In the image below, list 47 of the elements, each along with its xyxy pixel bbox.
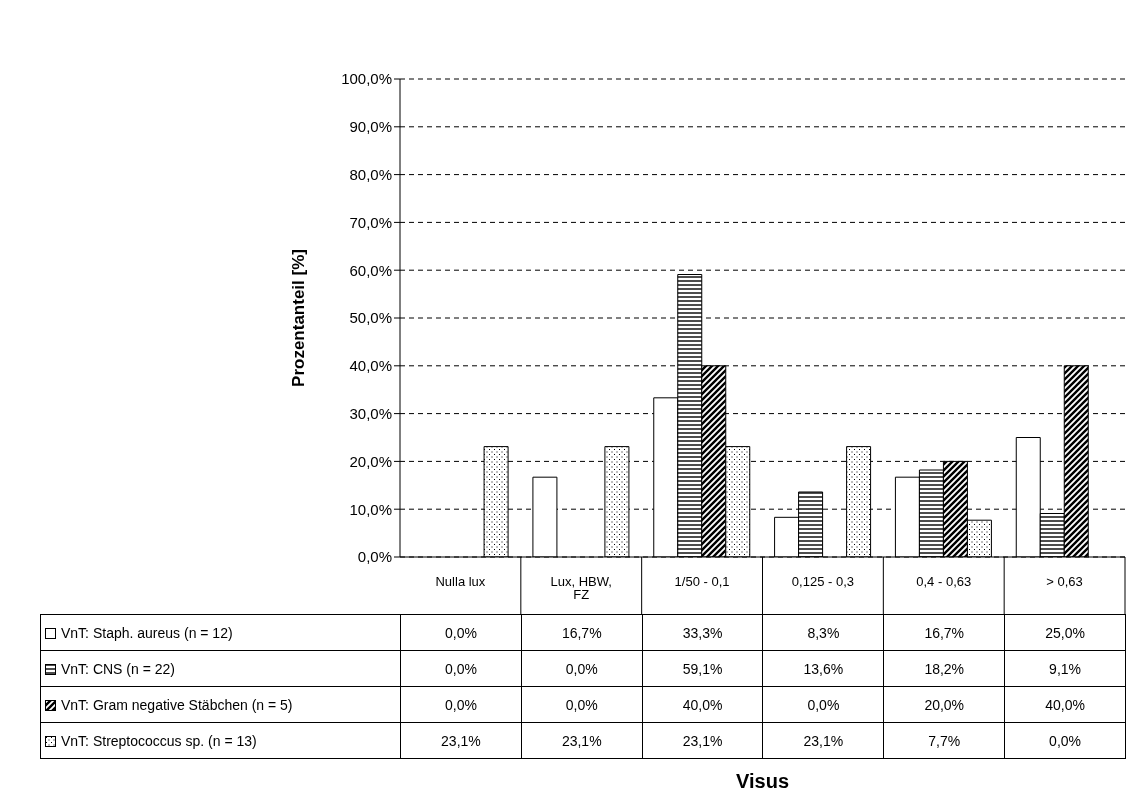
text: Visus xyxy=(735,770,790,793)
x-tick-label: 1/50 - 0,1 xyxy=(674,574,730,590)
data-label: 59,1% xyxy=(642,650,763,687)
y-tick-label: 80,0% xyxy=(349,165,392,183)
data-label: 0,0% xyxy=(400,614,522,651)
x-tick-label: 0,125 - 0,3 xyxy=(791,574,854,590)
data-label: 13,6% xyxy=(762,650,884,687)
data-label: 23,1% xyxy=(521,722,643,759)
data-label: 0,0% xyxy=(400,650,522,687)
y-tick-label: 90,0% xyxy=(349,118,392,136)
y-tick-label: 40,0% xyxy=(349,357,392,375)
data-label: 25,0% xyxy=(1004,614,1126,651)
y-tick-label: 20,0% xyxy=(349,452,392,470)
data-label: 33,3% xyxy=(642,614,763,651)
data-label: 7,7% xyxy=(883,722,1005,759)
y-axis-title: Prozentanteil [%] xyxy=(289,249,309,387)
data-label: 23,1% xyxy=(762,722,884,759)
data-label: 0,0% xyxy=(762,686,884,723)
data-label: 0,0% xyxy=(400,686,522,723)
data-label: 0,0% xyxy=(521,686,643,723)
legend-label: VnT: Gram negative Stäbchen (n = 5) xyxy=(61,696,293,713)
data-label: 40,0% xyxy=(1004,686,1126,723)
data-label: 0,0% xyxy=(1004,722,1126,759)
data-label: 40,0% xyxy=(642,686,763,723)
data-label: 0,0% xyxy=(521,650,643,687)
x-tick-label: 0,4 - 0,63 xyxy=(916,574,972,590)
legend-label: VnT: CNS (n = 22) xyxy=(61,660,175,677)
y-tick-label: 60,0% xyxy=(349,261,392,279)
x-tick-label: > 0,63 xyxy=(1046,574,1083,590)
data-label: 8,3% xyxy=(762,614,884,651)
y-tick-label: 50,0% xyxy=(349,309,392,327)
data-label: 16,7% xyxy=(883,614,1005,651)
data-label: 23,1% xyxy=(642,722,763,759)
y-tick-label: 0,0% xyxy=(357,548,392,566)
x-tick-label: Lux, HBW, FZ xyxy=(550,574,612,603)
data-label: 9,1% xyxy=(1004,650,1126,687)
data-label: 23,1% xyxy=(400,722,522,759)
legend-label: VnT: Staph. aureus (n = 12) xyxy=(61,624,233,641)
legend-label: VnT: Streptococcus sp. (n = 13) xyxy=(61,732,257,749)
data-label: 18,2% xyxy=(883,650,1005,687)
y-tick-label: 70,0% xyxy=(349,213,392,231)
y-tick-label: 100,0% xyxy=(341,70,392,88)
data-label: 20,0% xyxy=(883,686,1005,723)
x-tick-label: Nulla lux xyxy=(435,574,486,590)
y-tick-label: 10,0% xyxy=(349,500,392,518)
data-label: 16,7% xyxy=(521,614,643,651)
y-tick-label: 30,0% xyxy=(349,404,392,422)
